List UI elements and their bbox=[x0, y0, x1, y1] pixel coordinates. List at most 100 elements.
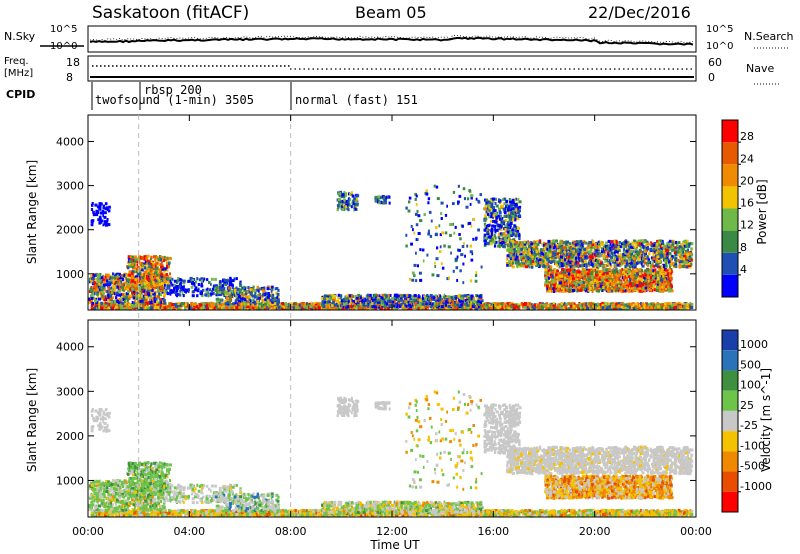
power-cell bbox=[174, 304, 179, 308]
power-cell bbox=[100, 288, 104, 292]
power-cell bbox=[317, 306, 321, 310]
power-cell bbox=[419, 299, 422, 302]
power-cell bbox=[104, 301, 107, 305]
power-cell bbox=[267, 293, 271, 297]
power-cell bbox=[400, 298, 403, 302]
power-cell bbox=[123, 273, 126, 277]
power-cell bbox=[473, 299, 476, 303]
power-cell bbox=[374, 305, 377, 309]
cpid-mode-normal: normal (fast) 151 bbox=[295, 93, 418, 107]
power-cell bbox=[170, 289, 173, 292]
power-cell bbox=[110, 276, 114, 280]
power-cell bbox=[247, 286, 250, 290]
power-cell bbox=[678, 305, 682, 309]
power-cell bbox=[421, 302, 425, 306]
power-cell bbox=[175, 289, 179, 293]
power-cell bbox=[206, 278, 209, 282]
power-cell bbox=[515, 208, 518, 212]
power-cell bbox=[191, 290, 195, 294]
power-cell bbox=[624, 303, 628, 307]
power-cell bbox=[167, 304, 171, 308]
power-cell bbox=[332, 300, 335, 304]
power-cell bbox=[161, 304, 165, 308]
power-cell bbox=[377, 195, 381, 199]
power-cell bbox=[99, 285, 102, 289]
power-cell bbox=[533, 304, 536, 307]
power-cell bbox=[244, 302, 248, 306]
power-cell bbox=[252, 285, 255, 289]
power-cell bbox=[517, 234, 521, 237]
power-cell bbox=[511, 228, 515, 232]
power-cell bbox=[185, 303, 187, 307]
power-cell bbox=[147, 287, 150, 291]
power-cell bbox=[109, 282, 112, 286]
power-cell bbox=[90, 277, 94, 281]
power-cell bbox=[201, 306, 204, 310]
power-cell bbox=[492, 197, 496, 201]
power-cell bbox=[132, 296, 136, 300]
power-cell bbox=[216, 300, 219, 304]
power-cell bbox=[121, 283, 124, 287]
power-cell bbox=[153, 255, 156, 259]
power-cell bbox=[336, 204, 340, 208]
power-cell bbox=[200, 282, 203, 286]
power-cell bbox=[148, 272, 150, 276]
power-cell bbox=[386, 195, 390, 199]
power-cell bbox=[228, 286, 231, 290]
power-cell bbox=[419, 302, 422, 306]
power-cell bbox=[601, 306, 605, 310]
power-cell bbox=[528, 304, 532, 308]
power-cell bbox=[630, 302, 633, 306]
power-cell bbox=[369, 293, 372, 297]
power-cell bbox=[295, 306, 297, 310]
power-cell bbox=[267, 304, 270, 307]
power-cell bbox=[355, 299, 357, 303]
power-cell bbox=[512, 307, 515, 311]
power-cell bbox=[624, 307, 627, 311]
power-cell bbox=[400, 294, 404, 298]
power-cell bbox=[487, 212, 490, 216]
noise-panel: N.Sky 10^5 10^0 10^5 10^0 N.Search bbox=[4, 24, 794, 53]
power-cell bbox=[135, 286, 139, 290]
power-cell bbox=[424, 297, 427, 301]
power-cell bbox=[158, 263, 160, 267]
power-cell bbox=[479, 294, 482, 298]
power-cell bbox=[152, 303, 155, 307]
power-cell bbox=[391, 300, 395, 304]
power-cell bbox=[416, 298, 420, 302]
power-cell bbox=[216, 302, 220, 306]
power-cell bbox=[180, 302, 183, 305]
power-cell bbox=[494, 227, 496, 231]
power-cell bbox=[499, 305, 502, 309]
power-cell bbox=[575, 304, 577, 308]
power-cell bbox=[590, 305, 594, 309]
power-cell bbox=[209, 306, 213, 310]
power-cell bbox=[498, 226, 501, 230]
power-cell bbox=[93, 281, 97, 285]
power-cell bbox=[302, 302, 305, 306]
power-cell bbox=[620, 305, 624, 309]
power-cell bbox=[121, 278, 124, 281]
power-cell bbox=[299, 303, 301, 307]
power-cell bbox=[583, 304, 587, 308]
power-cell bbox=[493, 224, 497, 228]
power-cell bbox=[142, 273, 145, 277]
power-cell bbox=[285, 303, 289, 307]
power-cell bbox=[347, 208, 350, 212]
power-cell bbox=[125, 295, 129, 299]
power-cell bbox=[461, 306, 464, 310]
power-cell bbox=[494, 220, 498, 224]
power-cell bbox=[327, 300, 330, 304]
power-cell bbox=[571, 306, 574, 310]
power-cell bbox=[607, 302, 611, 306]
power-cell bbox=[674, 306, 677, 309]
power-cell bbox=[155, 266, 159, 270]
power-cell bbox=[176, 279, 180, 283]
power-cell bbox=[171, 277, 174, 281]
power-cell bbox=[509, 303, 512, 307]
power-cell bbox=[142, 304, 145, 308]
power-cell bbox=[165, 256, 168, 260]
power-cell bbox=[166, 265, 169, 268]
power-cell bbox=[94, 291, 96, 295]
noise-left-label: N.Sky bbox=[4, 30, 36, 43]
